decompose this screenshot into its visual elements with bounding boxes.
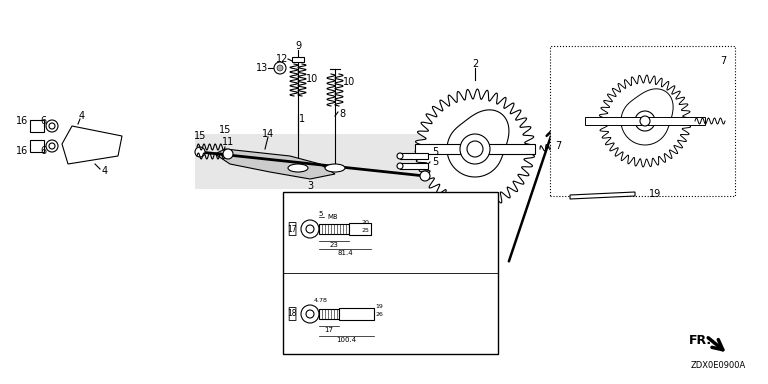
- Text: 1: 1: [299, 114, 305, 124]
- Ellipse shape: [288, 164, 308, 172]
- Circle shape: [306, 225, 314, 233]
- Text: 5: 5: [432, 147, 438, 157]
- Bar: [30, 120, 44, 132]
- Text: 17: 17: [287, 225, 296, 233]
- Circle shape: [195, 147, 205, 157]
- Text: 23: 23: [329, 242, 339, 248]
- Circle shape: [397, 153, 403, 159]
- Bar: [415, 144, 535, 154]
- Circle shape: [277, 65, 283, 71]
- Text: 16: 16: [16, 146, 28, 156]
- Bar: [550, 46, 735, 196]
- Text: 19: 19: [649, 189, 661, 199]
- Text: 9: 9: [295, 41, 301, 51]
- Circle shape: [223, 149, 233, 159]
- Bar: [400, 163, 428, 169]
- Text: 12: 12: [276, 54, 288, 64]
- Text: 14: 14: [262, 129, 274, 139]
- Circle shape: [274, 62, 286, 74]
- Text: 7: 7: [554, 141, 561, 151]
- Circle shape: [640, 116, 650, 126]
- Ellipse shape: [325, 164, 345, 172]
- Bar: [349, 223, 371, 235]
- Polygon shape: [599, 75, 691, 167]
- Text: 4: 4: [79, 111, 85, 121]
- Text: 18: 18: [287, 310, 296, 318]
- Text: 100.4: 100.4: [336, 337, 356, 343]
- Circle shape: [467, 141, 483, 157]
- Text: 6: 6: [40, 116, 46, 126]
- Circle shape: [460, 134, 490, 164]
- Bar: [283, 192, 498, 354]
- Text: 7: 7: [720, 56, 726, 66]
- Circle shape: [301, 305, 319, 323]
- Text: 15: 15: [194, 131, 206, 141]
- Text: ZDX0E0900A: ZDX0E0900A: [690, 361, 746, 371]
- Text: 11: 11: [222, 137, 234, 147]
- Text: Ⓑ: Ⓑ: [287, 306, 296, 321]
- Circle shape: [49, 123, 55, 129]
- Text: 19: 19: [375, 305, 383, 310]
- Text: 8: 8: [339, 109, 345, 119]
- Circle shape: [306, 310, 314, 318]
- Bar: [400, 153, 428, 159]
- Circle shape: [397, 163, 403, 169]
- Circle shape: [301, 220, 319, 238]
- Text: 81.4: 81.4: [337, 250, 353, 256]
- Text: 4.78: 4.78: [314, 298, 328, 303]
- Circle shape: [46, 120, 58, 132]
- Text: 16: 16: [16, 116, 28, 126]
- Text: 3: 3: [307, 181, 313, 191]
- Bar: [319, 309, 339, 319]
- Circle shape: [420, 171, 430, 181]
- Polygon shape: [570, 192, 635, 199]
- Polygon shape: [215, 149, 335, 179]
- Bar: [319, 224, 349, 234]
- Text: 20: 20: [362, 220, 370, 225]
- Circle shape: [49, 143, 55, 149]
- Text: M8: M8: [328, 214, 338, 220]
- Text: 10: 10: [343, 77, 355, 87]
- Bar: [585, 117, 705, 125]
- Text: Ⓐ: Ⓐ: [287, 222, 296, 237]
- Bar: [339, 308, 374, 320]
- Text: 26: 26: [375, 313, 383, 318]
- Text: 17: 17: [325, 327, 333, 333]
- Polygon shape: [415, 89, 535, 209]
- Polygon shape: [621, 89, 673, 145]
- Text: 4: 4: [102, 166, 108, 176]
- Polygon shape: [195, 134, 430, 189]
- Bar: [292, 57, 304, 62]
- Text: 5: 5: [432, 157, 438, 167]
- Circle shape: [46, 140, 58, 152]
- Text: 13: 13: [256, 63, 268, 73]
- Text: 6: 6: [40, 146, 46, 156]
- Text: 5: 5: [319, 211, 323, 217]
- Polygon shape: [447, 110, 509, 177]
- Text: 2: 2: [472, 59, 478, 69]
- Circle shape: [635, 111, 655, 131]
- Bar: [30, 140, 44, 152]
- Text: 10: 10: [306, 74, 318, 84]
- Text: 15: 15: [219, 125, 231, 135]
- Text: 25: 25: [362, 227, 370, 232]
- Text: FR.: FR.: [688, 333, 712, 346]
- Polygon shape: [62, 126, 122, 164]
